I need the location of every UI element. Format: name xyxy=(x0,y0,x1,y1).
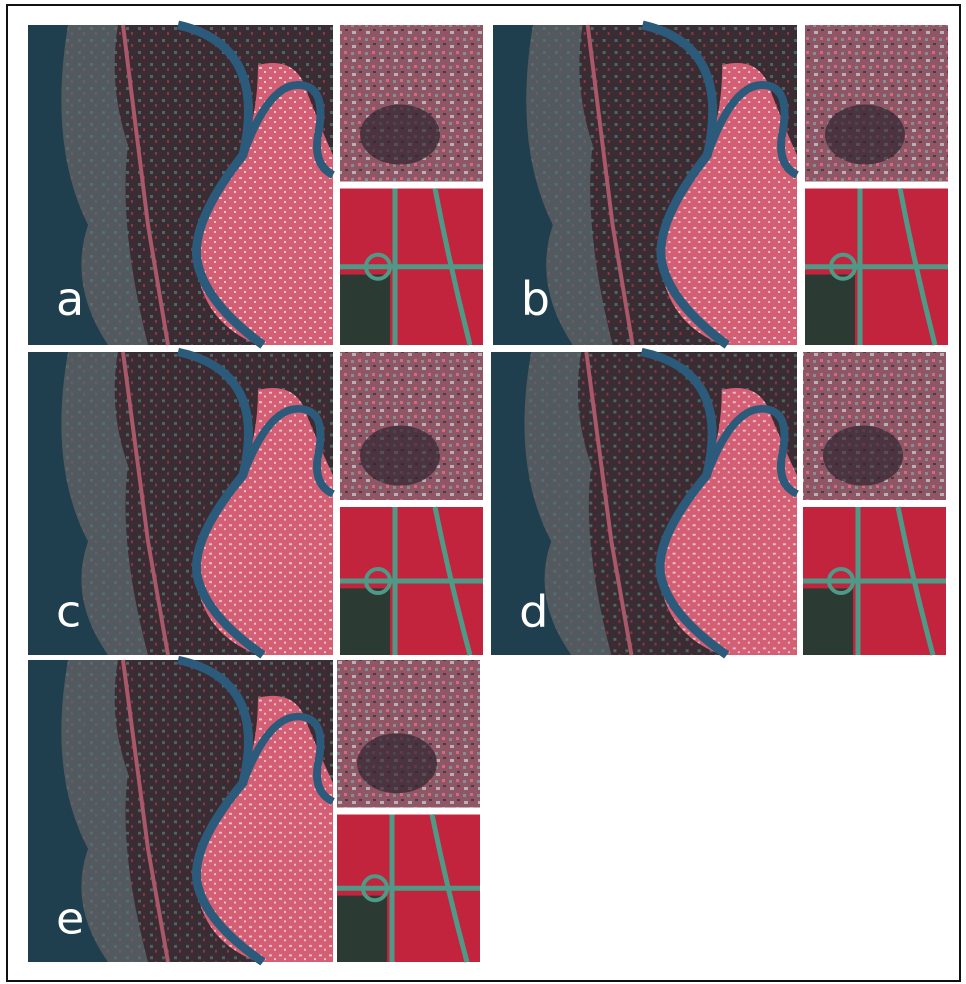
dark-area xyxy=(360,426,440,486)
zoom-top xyxy=(803,352,946,500)
panel-label: e xyxy=(56,893,84,944)
panel-label: c xyxy=(56,586,81,638)
main-image: d xyxy=(491,352,797,655)
main-image: b xyxy=(493,25,797,345)
dark-area xyxy=(825,105,905,165)
panel: e xyxy=(28,660,480,962)
dark-area xyxy=(360,105,440,165)
zoom-bottom xyxy=(340,507,483,655)
figure: a b c d e xyxy=(0,0,966,984)
zoom-bottom xyxy=(803,507,946,655)
dark-field xyxy=(805,275,855,345)
main-image: e xyxy=(28,660,333,962)
panel: b xyxy=(493,25,948,345)
dark-area xyxy=(357,733,437,793)
panel-label: b xyxy=(521,272,550,326)
panels: a b c d e xyxy=(28,25,948,962)
dark-field xyxy=(337,896,387,962)
panel: c xyxy=(28,352,483,655)
dark-field xyxy=(340,275,390,345)
zoom-top xyxy=(340,25,483,182)
panel: d xyxy=(491,352,946,655)
dark-field xyxy=(340,588,390,655)
zoom-top xyxy=(340,352,483,500)
zoom-top xyxy=(337,660,480,808)
main-image: c xyxy=(28,352,333,655)
dark-area xyxy=(823,426,903,486)
panel: a xyxy=(28,25,483,345)
zoom-bottom xyxy=(805,189,948,346)
main-image: a xyxy=(28,25,333,345)
zoom-bottom xyxy=(340,189,483,346)
dark-field xyxy=(803,588,853,655)
zoom-top xyxy=(805,25,948,182)
zoom-bottom xyxy=(337,815,480,963)
panel-label: a xyxy=(56,272,84,326)
panel-label: d xyxy=(519,586,548,637)
